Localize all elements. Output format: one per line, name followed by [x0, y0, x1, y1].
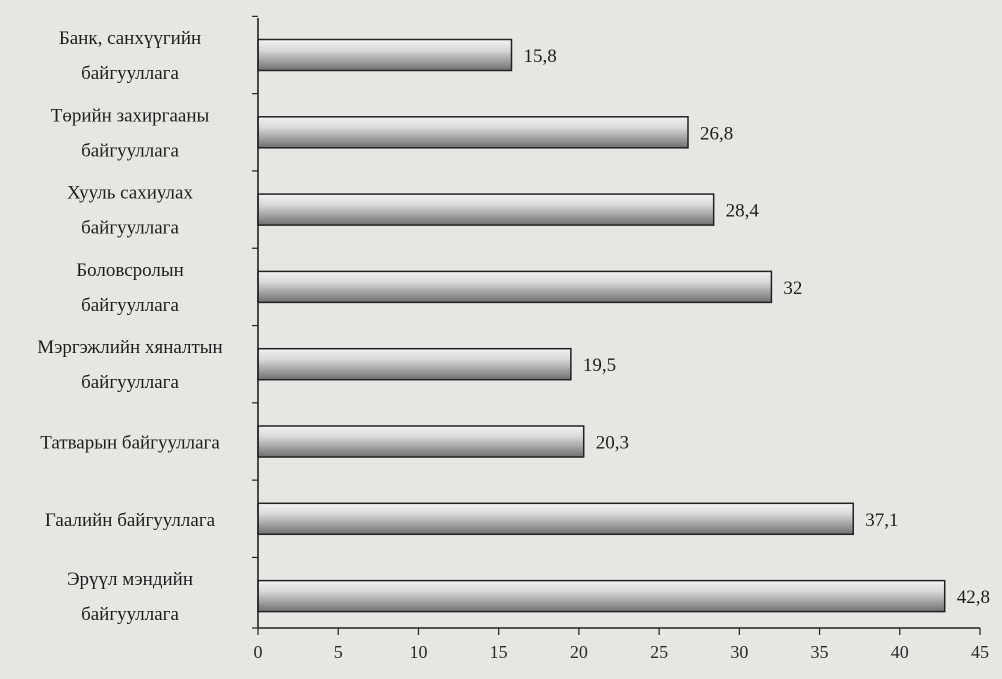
x-tick-label: 20	[570, 642, 588, 662]
category-label: Төрийн захиргааны байгууллага	[51, 105, 210, 161]
bar-2	[257, 116, 689, 149]
bar-value-label: 19,5	[583, 355, 616, 376]
bars: 15,8 Банк, санхүүгийн байгууллага 26,8 Төрий…	[37, 28, 990, 625]
bar-value-label: 28,4	[726, 201, 760, 222]
x-tick-label: 25	[650, 642, 668, 662]
bar-7	[257, 502, 854, 536]
bar-3	[257, 193, 715, 226]
bar-1	[257, 38, 513, 72]
bar-value-label: 15,8	[524, 46, 557, 67]
category-label: Хууль сахиулах байгууллага	[67, 183, 193, 239]
bar-value-label: 37,1	[865, 510, 898, 531]
bar-8	[257, 579, 946, 613]
axes: 0 5 10 15 20 25 30 35 40 45	[252, 15, 989, 662]
bar-value-label: 20,3	[596, 433, 629, 454]
category-label: Боловсролын байгууллага	[76, 260, 184, 316]
bar-value-label: 42,8	[957, 587, 990, 608]
category-label: Банк, санхүүгийн байгууллага	[59, 28, 201, 84]
x-tick-label: 15	[490, 642, 508, 662]
bar-value-label: 26,8	[700, 123, 733, 144]
category-label: Гаалийн байгууллага	[45, 510, 216, 531]
category-label: Татварын байгууллага	[40, 433, 220, 454]
x-tick-label: 35	[811, 642, 829, 662]
bar-value-label: 32	[783, 278, 802, 299]
bar-4	[257, 270, 773, 304]
bar-6	[257, 425, 585, 458]
x-tick-label: 0	[254, 642, 263, 662]
x-tick-label: 5	[334, 642, 343, 662]
x-tick-label: 45	[971, 642, 989, 662]
category-label: Эрүүл мэндийн байгууллага	[67, 569, 193, 625]
category-label: Мэргэжлийн хяналтын байгууллага	[37, 337, 222, 393]
x-tick-label: 40	[891, 642, 909, 662]
x-tick-label: 30	[730, 642, 748, 662]
bar-5	[257, 347, 572, 381]
x-tick-label: 10	[409, 642, 427, 662]
